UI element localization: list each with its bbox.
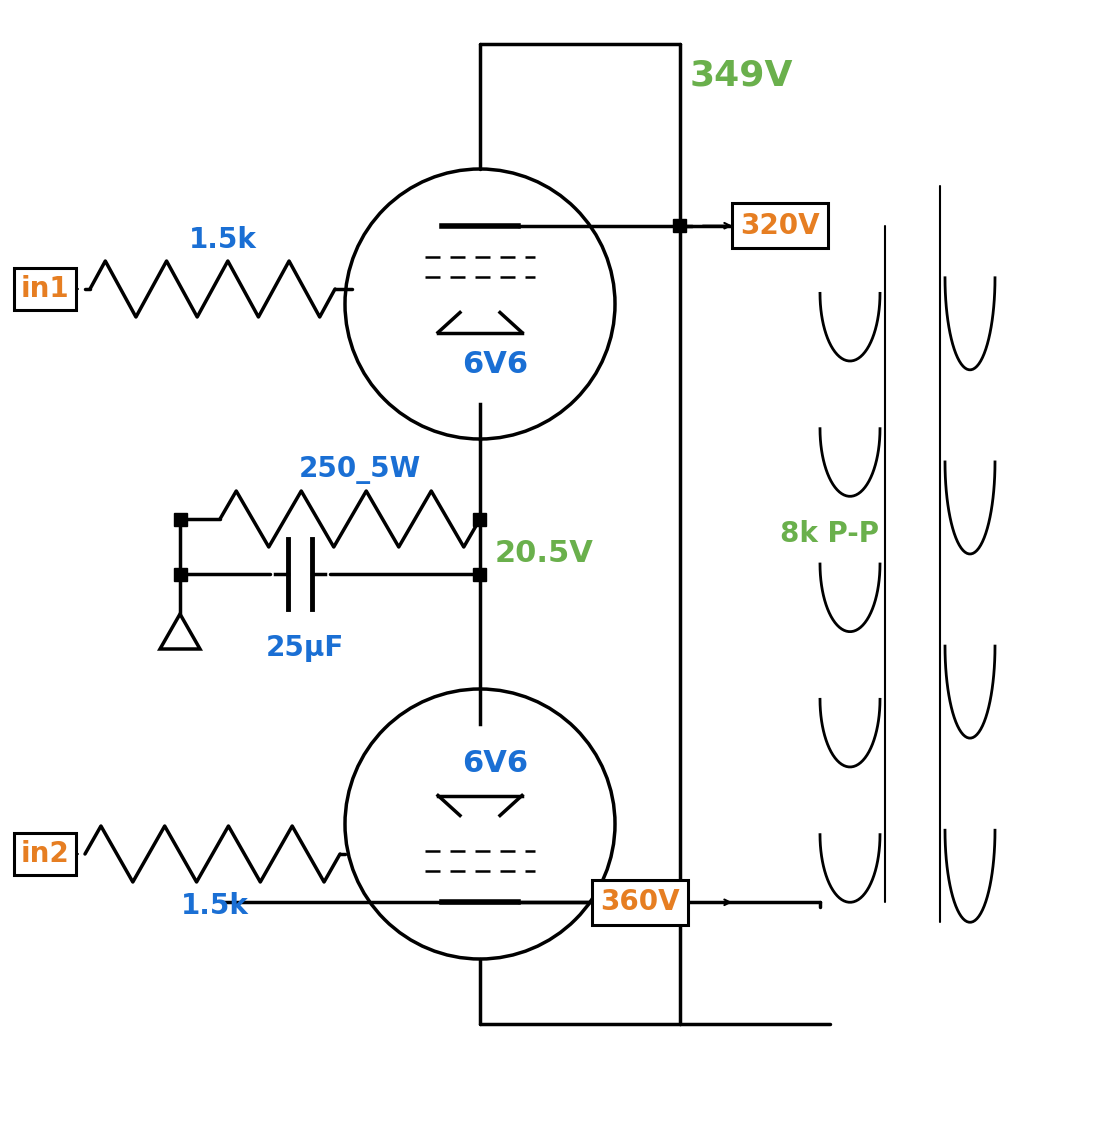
- Text: 6V6: 6V6: [462, 351, 528, 379]
- Text: 349V: 349V: [690, 58, 793, 93]
- Bar: [674, 219, 687, 233]
- Text: 320V: 320V: [740, 211, 819, 239]
- Text: 6V6: 6V6: [462, 749, 528, 778]
- Bar: [174, 568, 186, 580]
- Text: 250_5W: 250_5W: [299, 456, 421, 484]
- Text: 25μF: 25μF: [266, 634, 345, 662]
- Bar: [474, 513, 487, 526]
- Bar: [174, 513, 186, 526]
- Text: in1: in1: [21, 275, 69, 303]
- Bar: [474, 568, 487, 580]
- Bar: [674, 896, 687, 909]
- Text: 1.5k: 1.5k: [182, 892, 249, 921]
- Text: 8k P-P: 8k P-P: [780, 520, 878, 549]
- Text: 360V: 360V: [601, 888, 680, 916]
- Text: 20.5V: 20.5V: [494, 540, 594, 568]
- Text: 1.5k: 1.5k: [188, 226, 256, 254]
- Text: in2: in2: [21, 840, 69, 868]
